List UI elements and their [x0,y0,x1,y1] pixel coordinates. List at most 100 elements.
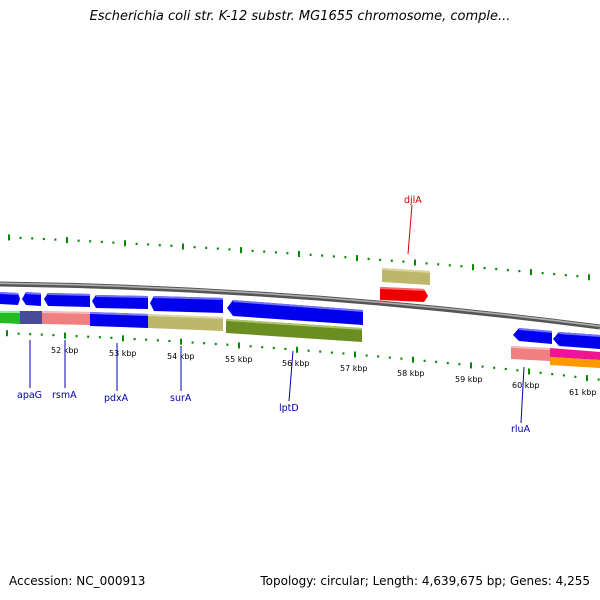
minor-tick [274,251,277,254]
minor-tick [191,341,194,344]
minor-tick [377,355,380,358]
minor-tick [286,252,289,255]
gene-feature-rluA[interactable] [511,346,600,368]
minor-tick [110,336,113,339]
kbp-label: 53 kbp [109,349,137,358]
minor-tick [89,240,92,243]
gene-label-apaG[interactable]: apaG [17,390,42,401]
minor-tick [77,239,80,242]
forward-arrow [22,292,41,306]
minor-tick [133,338,136,341]
minor-tick [284,347,287,350]
minor-tick [332,255,335,258]
gene-label-rluA[interactable]: rluA [511,424,531,435]
minor-tick [100,240,103,243]
gene-label-leaders [29,204,525,424]
major-tick [412,356,414,363]
gene-label-djlA[interactable]: djlA [404,195,422,206]
minor-tick [263,250,266,253]
kbp-label: 59 kbp [455,375,483,384]
major-tick [180,338,182,345]
minor-tick [251,249,254,252]
upper-tick-row [8,234,590,281]
gene-feature-djlA[interactable] [380,268,430,302]
minor-tick [597,378,600,381]
minor-tick [31,237,34,240]
minor-tick [87,335,90,338]
major-tick [124,240,126,247]
minor-tick [460,265,463,268]
kbp-label: 57 kbp [340,364,368,373]
minor-tick [562,374,565,377]
kbp-label: 58 kbp [397,369,425,378]
chromosome-backbone [0,281,600,330]
major-tick [528,368,530,375]
gene-feature-pdxA[interactable] [90,312,148,328]
minor-tick [576,275,579,278]
minor-tick [19,236,22,239]
minor-tick [17,332,20,335]
major-tick [530,269,532,276]
topology-summary: Topology: circular; Length: 4,639,675 bp… [260,574,590,588]
kbp-label: 60 kbp [512,381,540,390]
major-tick [586,375,588,382]
minor-tick [29,333,32,336]
minor-tick [423,359,426,362]
minor-tick [193,246,196,249]
minor-tick [564,274,567,277]
gene-feature-surA[interactable] [148,314,223,331]
gene-label-surA[interactable]: surA [170,393,192,404]
minor-tick [553,273,556,276]
minor-tick [203,342,206,345]
minor-tick [516,369,519,372]
major-tick [182,243,184,250]
gene-feature-apaG[interactable] [0,311,42,324]
minor-tick [158,244,161,247]
minor-tick [42,237,45,241]
minor-tick [400,357,403,360]
gene-label-pdxA[interactable]: pdxA [104,393,129,404]
minor-tick [307,349,310,352]
accession-label: Accession: NC_000913 [9,574,146,588]
minor-tick [541,272,544,275]
minor-tick [483,267,486,270]
gene-feature-lptD[interactable] [226,319,362,342]
gene-labels: apaG rsmA pdxA surA lptD djlA rluA [17,195,531,435]
major-tick [588,274,590,281]
minor-tick [435,360,438,363]
minor-tick [367,257,370,260]
minor-tick [40,333,43,336]
minor-tick [156,339,159,342]
major-tick [122,335,124,342]
minor-tick [448,264,451,267]
gene-feature-rsmA[interactable] [42,311,90,325]
minor-tick [506,269,509,272]
major-tick [296,346,298,353]
minor-tick [495,268,498,271]
minor-tick [342,352,345,355]
minor-tick [458,363,461,366]
minor-tick [539,371,542,374]
gene-label-rsmA[interactable]: rsmA [52,390,77,401]
gene-label-lptD[interactable]: lptD [279,403,299,414]
minor-tick [98,336,101,339]
major-tick [472,264,474,271]
minor-tick [365,354,368,357]
minor-tick [344,256,347,259]
major-tick [6,330,8,337]
forward-arrow [92,295,148,309]
lower-tick-row [6,330,600,382]
forward-arrow-row [0,292,600,349]
minor-tick [551,373,554,376]
major-tick [470,362,472,369]
minor-tick [135,242,138,245]
major-tick [356,255,358,262]
forward-arrow [0,292,20,305]
minor-tick [504,367,507,371]
minor-tick [75,335,78,338]
forward-arrow [227,300,363,325]
minor-tick [437,263,440,266]
forward-arrow [150,296,223,313]
minor-tick [321,254,324,257]
